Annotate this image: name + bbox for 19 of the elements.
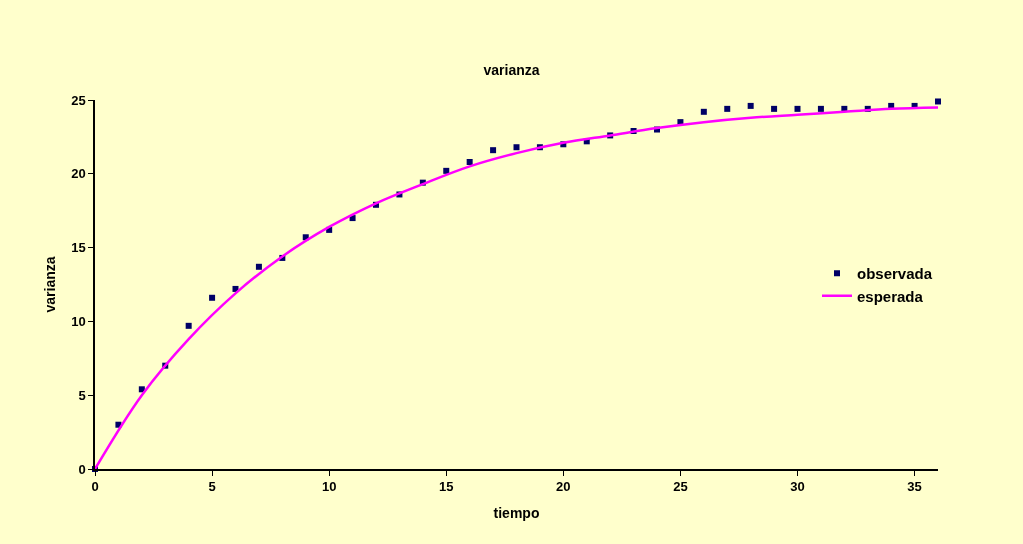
x-tick-label: 10	[321, 479, 337, 495]
x-tick-label: 0	[91, 479, 99, 495]
x-axis-title: tiempo	[493, 505, 540, 522]
y-tick-label: 5	[78, 387, 86, 403]
legend-label: esperada	[857, 287, 924, 305]
x-tick-label: 5	[208, 479, 216, 495]
chart-title: varianza	[483, 62, 540, 79]
legend-label: observada	[857, 265, 933, 283]
x-tick-label: 25	[673, 479, 688, 495]
x-tick-label: 20	[556, 479, 571, 495]
x-tick-label: 30	[790, 479, 805, 495]
y-axis-title: varianza	[42, 256, 59, 313]
y-tick-label: 10	[71, 313, 86, 329]
y-tick-label: 25	[71, 92, 86, 108]
y-tick-label: 0	[78, 461, 86, 477]
y-tick-label: 20	[71, 166, 86, 182]
x-tick-label: 15	[439, 479, 454, 495]
y-tick-label: 15	[71, 240, 86, 256]
x-tick-label: 35	[907, 479, 922, 495]
